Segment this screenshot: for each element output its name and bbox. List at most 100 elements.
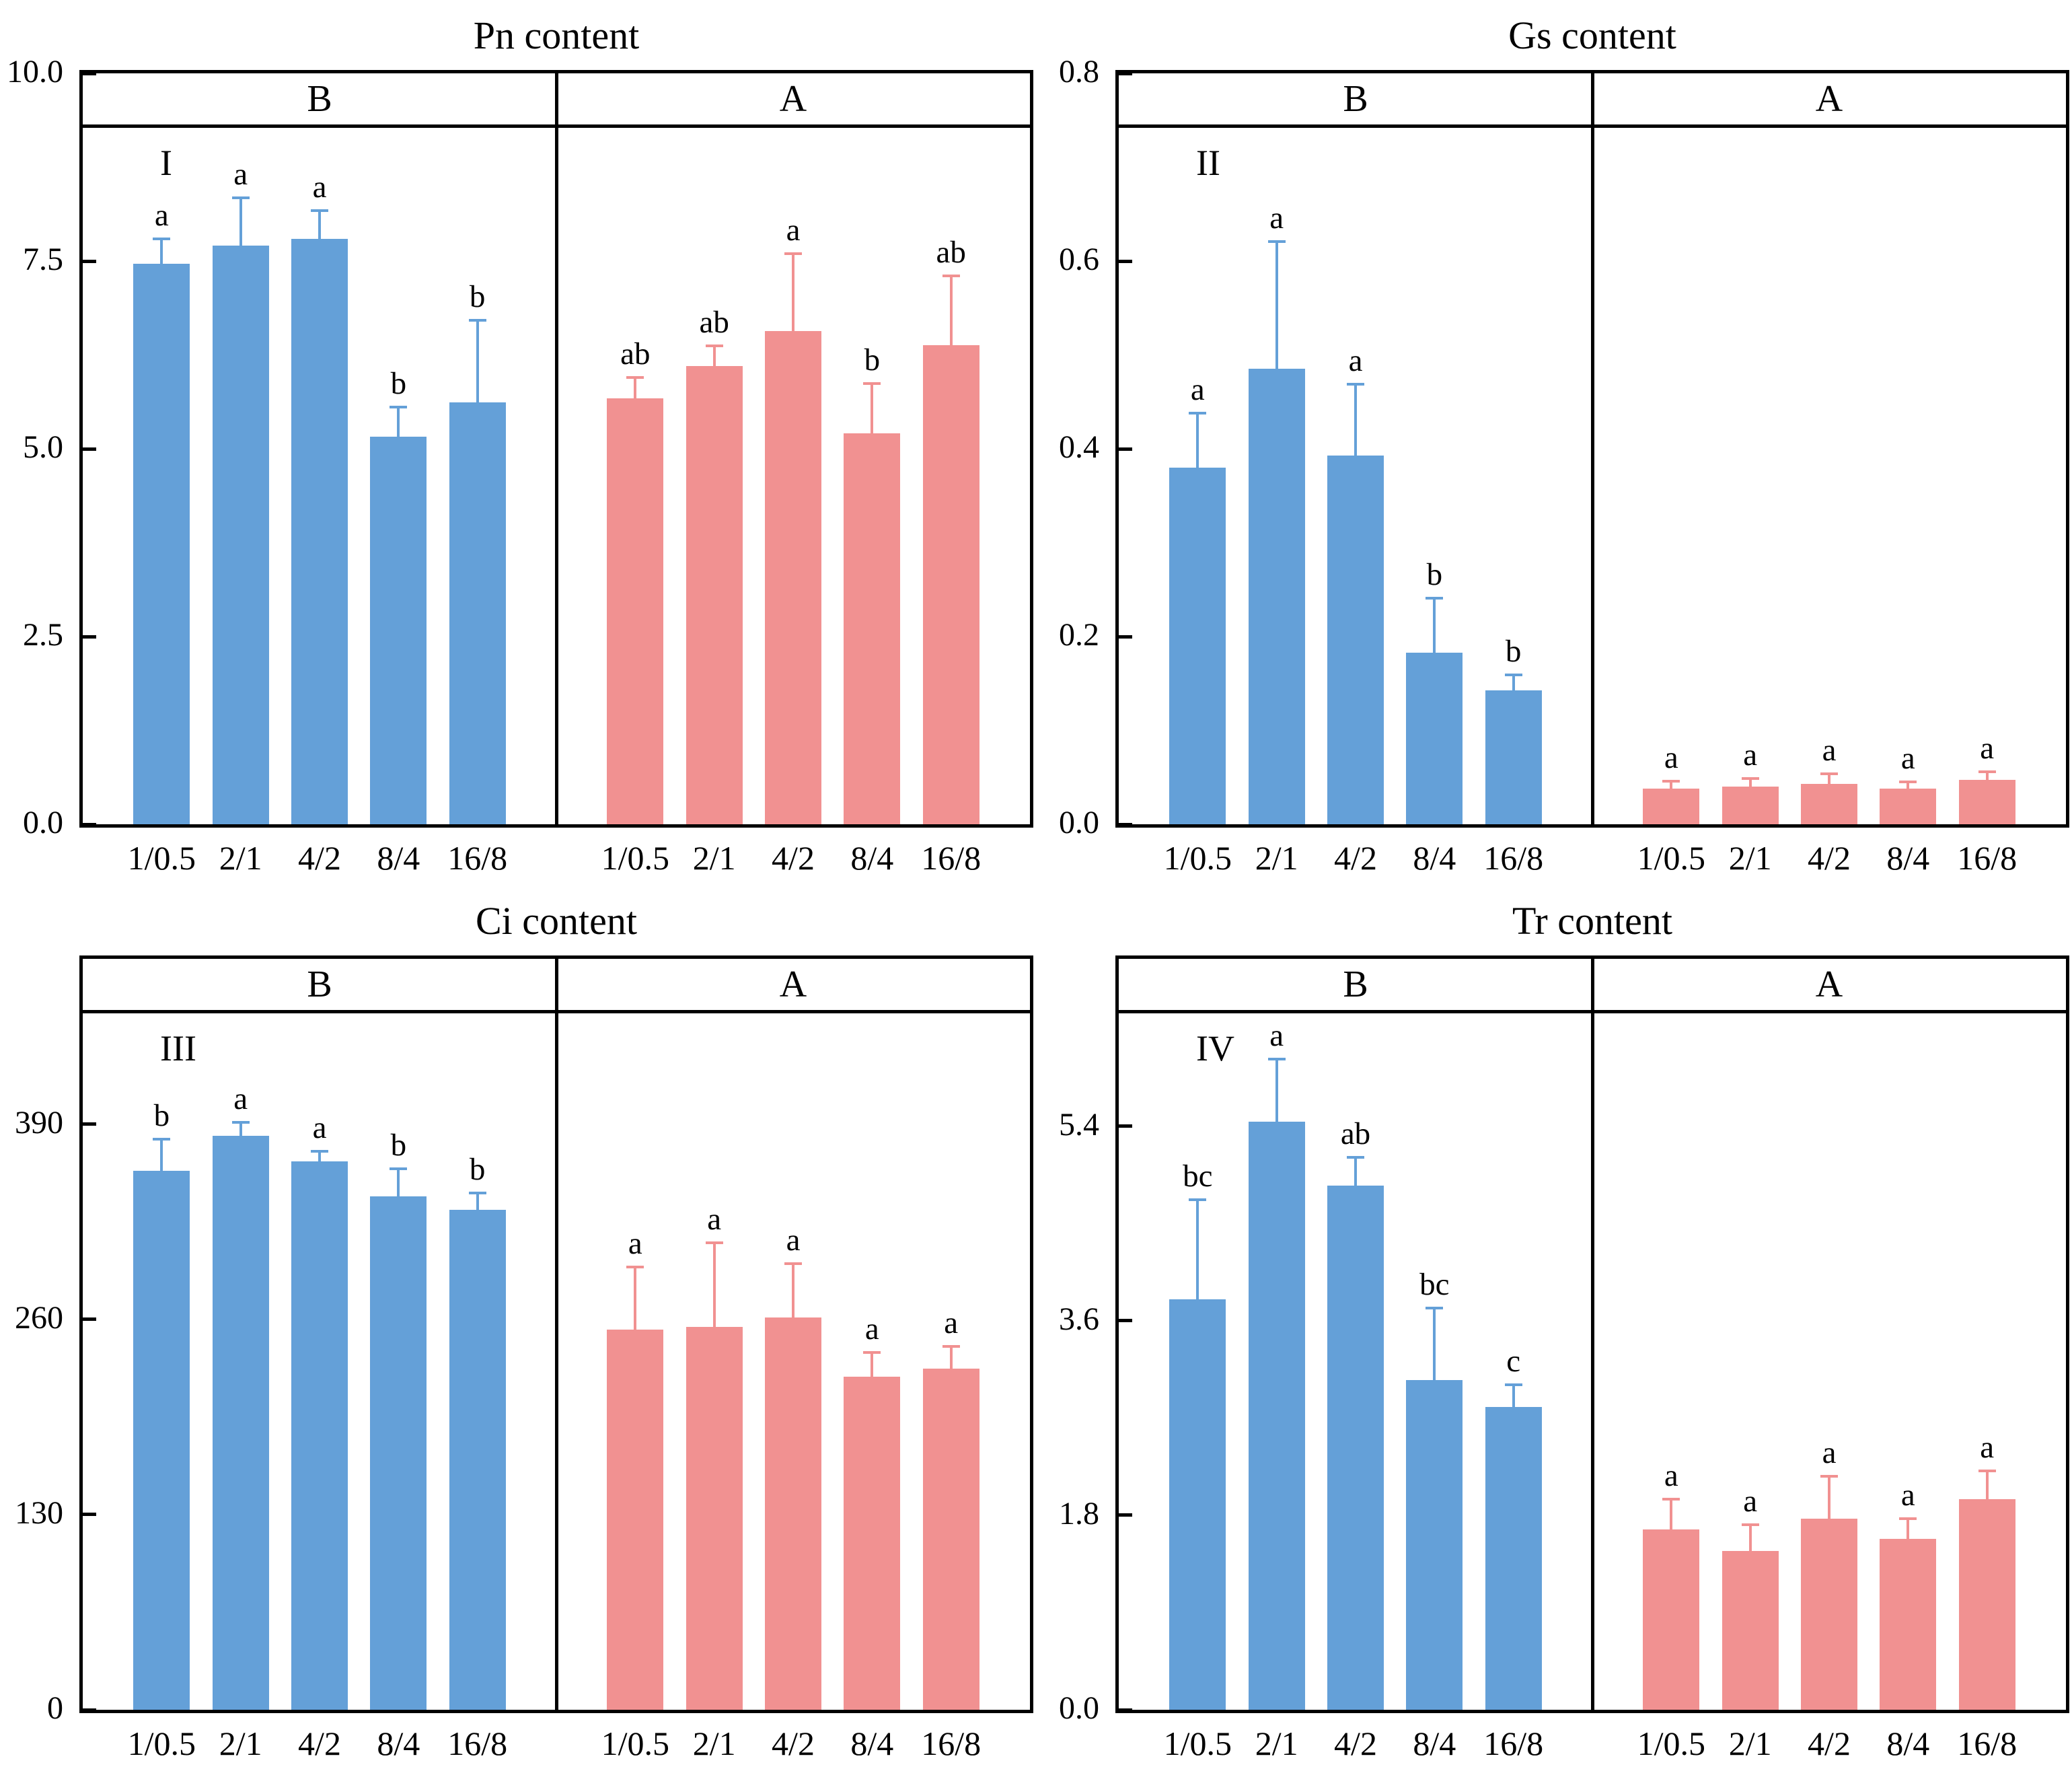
error-bar-cap — [390, 405, 408, 408]
y-tick-label: 7.5 — [23, 242, 63, 277]
significance-letter: b — [469, 1152, 486, 1188]
y-tick — [1119, 1513, 1132, 1517]
error-bar-cap — [153, 237, 171, 240]
x-tick-label: 8/4 — [377, 1725, 420, 1762]
y-tick — [1119, 822, 1132, 826]
bar-A-2/1 — [686, 1326, 743, 1710]
y-tick — [1119, 71, 1132, 75]
bar-A-4/2 — [765, 1317, 821, 1710]
error-bar-cap — [390, 1167, 408, 1171]
panel-index-label: IV — [1196, 1028, 1234, 1069]
significance-letter: a — [1822, 1435, 1837, 1471]
significance-letter: a — [1900, 741, 1915, 776]
y-tick — [83, 447, 96, 451]
significance-letter: a — [1743, 737, 1758, 772]
y-tick-label: 2.5 — [23, 617, 63, 653]
x-tick-label: 1/0.5 — [1163, 1725, 1232, 1762]
error-bar-line — [634, 377, 637, 399]
y-tick — [1119, 1708, 1132, 1712]
x-tick-label: 8/4 — [1413, 839, 1456, 877]
error-bar-line — [1275, 241, 1278, 369]
significance-letter: a — [786, 1223, 801, 1258]
y-tick — [83, 71, 96, 75]
error-bar-line — [1748, 1525, 1752, 1551]
significance-letter: a — [312, 1110, 327, 1145]
error-bar-cap — [1267, 1058, 1286, 1061]
error-bar-cap — [1504, 1383, 1522, 1386]
x-tick-label: 1/0.5 — [1163, 839, 1232, 877]
group-divider-line — [1590, 73, 1594, 824]
bar-A-4/2 — [1801, 784, 1857, 824]
error-bar-line — [792, 1264, 794, 1318]
bar-B-2/1 — [1248, 369, 1305, 824]
bar-A-16/8 — [922, 1369, 979, 1710]
significance-letter: a — [786, 212, 801, 248]
bar-A-1/0.5 — [607, 1330, 664, 1710]
error-bar-line — [712, 1242, 716, 1327]
x-tick-label: 2/1 — [692, 1725, 736, 1762]
bar-B-4/2 — [291, 238, 348, 824]
error-bar-cap — [1741, 1523, 1759, 1527]
y-tick — [83, 1122, 96, 1126]
x-tick-label: 2/1 — [219, 1725, 262, 1762]
panel-title: Ci content — [475, 899, 637, 943]
error-bar-line — [1196, 1200, 1199, 1299]
bar-B-8/4 — [370, 437, 427, 824]
error-bar-line — [1748, 778, 1752, 787]
y-tick — [1119, 1319, 1132, 1323]
significance-letter: b — [864, 342, 881, 377]
bar-B-4/2 — [1327, 1186, 1384, 1710]
bar-B-4/2 — [291, 1161, 348, 1710]
x-tick-label: 16/8 — [447, 1725, 508, 1762]
error-bar-line — [1670, 1498, 1673, 1529]
significance-letter: ab — [936, 235, 966, 270]
x-tick-label: 8/4 — [850, 1725, 894, 1762]
x-tick-label: 4/2 — [1334, 1725, 1377, 1762]
bar-B-8/4 — [1406, 652, 1463, 824]
x-tick-label: 16/8 — [1483, 839, 1544, 877]
bar-A-8/4 — [1880, 1539, 1937, 1710]
y-tick — [1119, 1124, 1132, 1128]
x-tick-label: 4/2 — [1334, 839, 1377, 877]
plot-area: B A III b a a b b a a a a a — [79, 955, 1033, 1713]
bar-A-16/8 — [922, 345, 979, 824]
error-bar-cap — [1189, 1198, 1207, 1202]
error-bar-line — [318, 1151, 321, 1162]
x-tick-label: 1/0.5 — [127, 839, 196, 877]
bar-A-2/1 — [1722, 1550, 1779, 1710]
error-bar-line — [949, 1346, 953, 1369]
error-bar-cap — [153, 1137, 171, 1141]
error-bar-cap — [1347, 1156, 1364, 1159]
x-tick-label: 8/4 — [377, 839, 420, 877]
bar-B-2/1 — [1248, 1122, 1305, 1710]
x-tick-label: 4/2 — [1808, 1725, 1851, 1762]
error-bar-cap — [1267, 240, 1286, 243]
y-tick — [83, 635, 96, 639]
bar-B-1/0.5 — [133, 1170, 190, 1710]
error-bar-line — [1196, 413, 1199, 468]
error-bar-cap — [1978, 1470, 1996, 1473]
bar-B-1/0.5 — [1169, 1299, 1226, 1710]
x-tick-label: 2/1 — [1255, 1725, 1298, 1762]
y-tick-label: 0 — [47, 1690, 63, 1726]
error-bar-cap — [626, 375, 644, 379]
error-bar-cap — [1899, 1517, 1917, 1520]
significance-letter: a — [1190, 372, 1205, 407]
bar-A-8/4 — [844, 1376, 901, 1710]
y-tick-label: 3.6 — [1059, 1301, 1099, 1337]
bar-A-4/2 — [765, 330, 821, 824]
bar-B-1/0.5 — [1169, 467, 1226, 824]
x-tick-label: 16/8 — [921, 839, 982, 877]
y-tick — [1119, 635, 1132, 639]
bar-A-2/1 — [1722, 787, 1779, 824]
error-bar-cap — [784, 252, 802, 255]
error-bar-cap — [311, 1149, 328, 1153]
panel-index-label: III — [160, 1028, 196, 1069]
x-tick-label: 16/8 — [1957, 1725, 2018, 1762]
significance-letter: a — [1980, 730, 1995, 766]
bar-A-1/0.5 — [1643, 1529, 1700, 1710]
y-tick-label: 0.2 — [1059, 617, 1099, 653]
error-bar-cap — [863, 382, 881, 385]
